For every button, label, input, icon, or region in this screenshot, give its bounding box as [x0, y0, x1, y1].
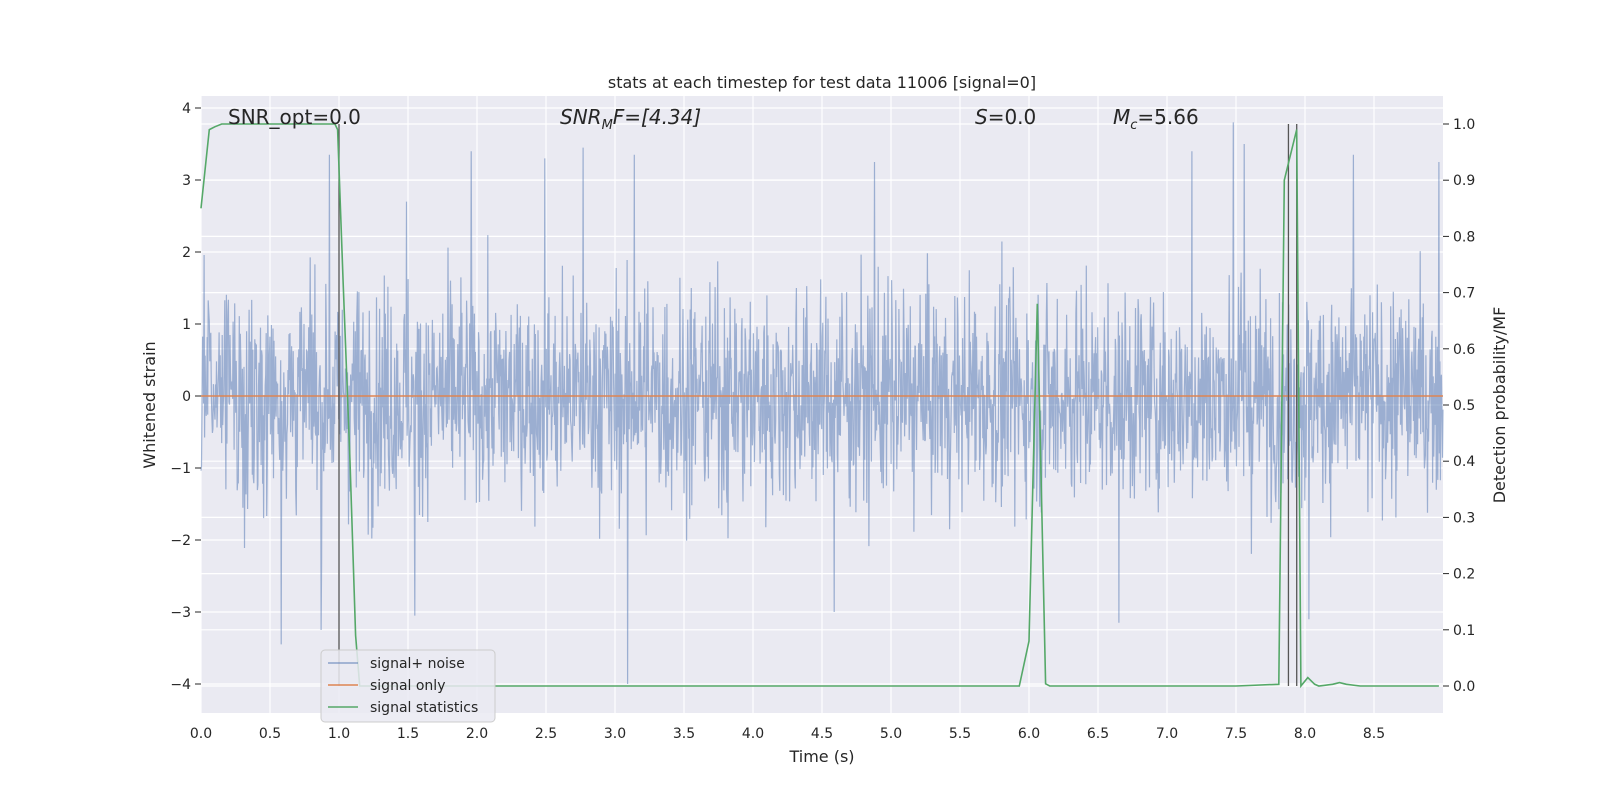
x-tick-label: 8.5 — [1363, 726, 1385, 742]
annotation-snr-mf: SNRMF=[4.34] — [560, 105, 701, 133]
signal-statistics-series — [200, 123, 1439, 689]
x-tick-label: 1.0 — [328, 726, 350, 742]
legend-label-signal: signal only — [370, 678, 445, 694]
y-right-tick-label: 0.2 — [1453, 567, 1475, 583]
y-tick-label: 2 — [182, 245, 191, 261]
y-axis-left-ticks: −4 −3 −2 −1 0 1 2 3 4 — [170, 101, 201, 693]
x-tick-label: 0.0 — [190, 726, 212, 742]
x-tick-label: 2.5 — [535, 726, 557, 742]
series-line-signal-noise — [200, 122, 1444, 685]
legend-box — [320, 649, 496, 723]
series-line-signal-statistics — [200, 123, 1439, 689]
y-tick-label: 0 — [182, 389, 191, 405]
y-right-tick-label: 0.5 — [1453, 398, 1475, 414]
y-tick-label: −4 — [170, 677, 191, 693]
signal-noise-series — [200, 122, 1444, 685]
y-tick-label: 1 — [182, 317, 191, 333]
x-tick-label: 7.5 — [1225, 726, 1247, 742]
x-tick-label: 0.5 — [259, 726, 281, 742]
y-right-tick-label: 0.0 — [1453, 679, 1475, 695]
y-tick-label: −2 — [170, 533, 191, 549]
x-tick-label: 7.0 — [1156, 726, 1178, 742]
x-tick-label: 5.0 — [880, 726, 902, 742]
x-tick-label: 8.0 — [1294, 726, 1316, 742]
y-right-tick-label: 0.7 — [1453, 286, 1475, 302]
y-tick-label: 4 — [182, 101, 191, 117]
annotation-snr-opt: SNR_opt=0.0 — [228, 105, 361, 129]
x-axis-ticks: 0.0 0.5 1.0 1.5 2.0 2.5 3.0 3.5 4.0 4.5 5.0 5.5 6.0 6… — [190, 726, 1385, 742]
x-tick-label: 3.5 — [673, 726, 695, 742]
y-axis-left-label: Whitened strain — [140, 341, 159, 468]
y-axis-right-ticks: 0.0 0.1 0.2 0.3 0.4 0.5 0.6 0.7 0.8 0.9 1.0 — [1443, 117, 1475, 695]
legend-label-noise: signal+ noise — [370, 656, 465, 672]
y-right-tick-label: 0.6 — [1453, 342, 1475, 358]
chart-title: stats at each timestep for test data 110… — [608, 73, 1036, 92]
y-tick-label: −1 — [170, 461, 191, 477]
legend: signal+ noise signal only signal statist… — [320, 649, 496, 723]
legend-label-stats: signal statistics — [370, 700, 478, 716]
y-right-tick-label: 0.1 — [1453, 623, 1475, 639]
annotation-s: S=0.0 — [975, 105, 1036, 129]
y-right-tick-label: 0.4 — [1453, 454, 1475, 470]
x-tick-label: 1.5 — [397, 726, 419, 742]
x-tick-label: 4.0 — [742, 726, 764, 742]
y-tick-label: −3 — [170, 605, 191, 621]
annotation-mc: Mc=5.66 — [1113, 105, 1199, 133]
x-tick-label: 6.0 — [1018, 726, 1040, 742]
y-right-tick-label: 0.8 — [1453, 229, 1475, 245]
y-right-tick-label: 0.9 — [1453, 173, 1475, 189]
y-right-tick-label: 1.0 — [1453, 117, 1475, 133]
x-tick-label: 3.0 — [604, 726, 626, 742]
y-right-tick-label: 0.3 — [1453, 510, 1475, 526]
x-tick-label: 4.5 — [811, 726, 833, 742]
x-tick-label: 6.5 — [1087, 726, 1109, 742]
y-tick-label: 3 — [182, 173, 191, 189]
x-tick-label: 5.5 — [949, 726, 971, 742]
y-axis-right-label: Detection probability/MF — [1490, 307, 1509, 504]
x-axis-label: Time (s) — [788, 747, 854, 766]
x-tick-label: 2.0 — [466, 726, 488, 742]
